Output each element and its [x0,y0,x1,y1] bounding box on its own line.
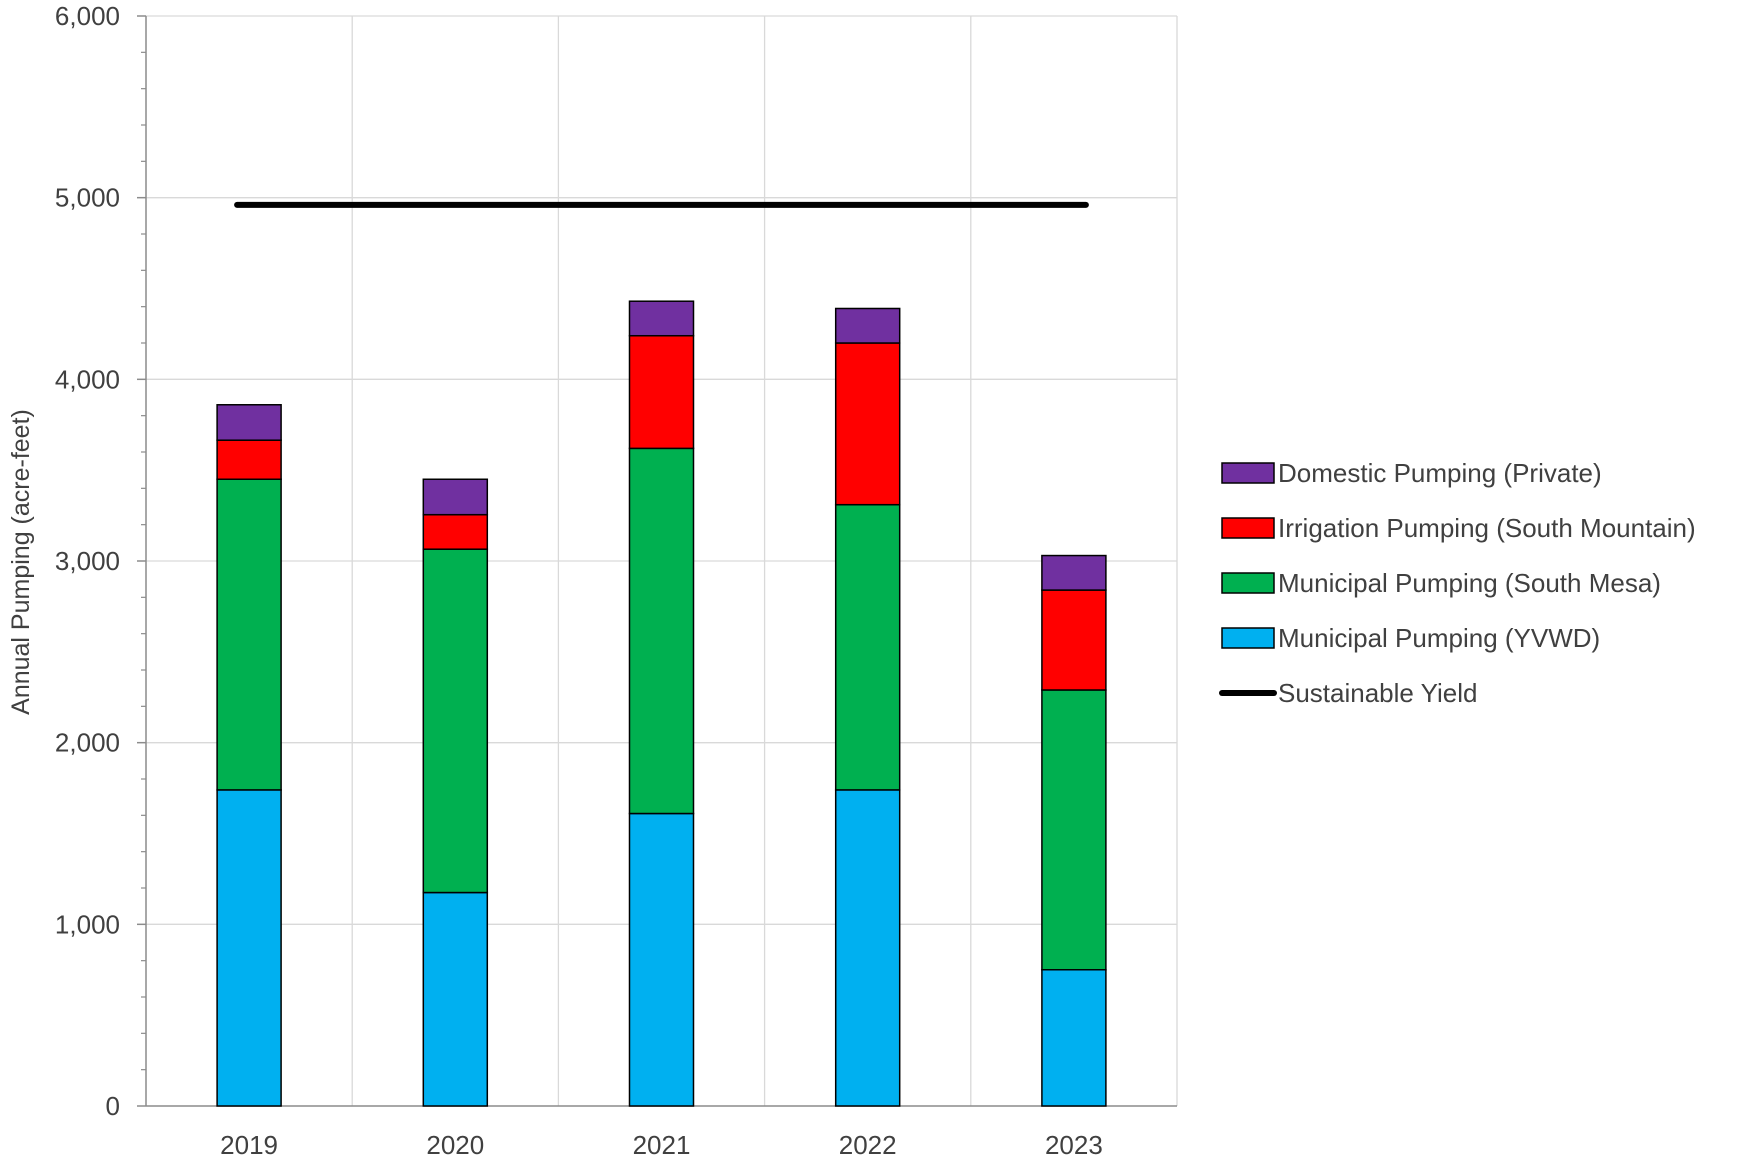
legend-swatch [1221,572,1275,594]
x-tick-label: 2020 [426,1130,484,1160]
bar-segment [1041,689,1107,971]
legend-swatch [1221,627,1275,649]
x-tick-label: 2021 [633,1130,691,1160]
y-tick-label: 4,000 [55,364,120,394]
y-tick-label: 5,000 [55,183,120,213]
legend-label: Domestic Pumping (Private) [1278,458,1602,488]
y-tick-label: 6,000 [55,1,120,31]
bar-segment [834,503,901,791]
legend-label: Municipal Pumping (YVWD) [1278,623,1600,653]
y-axis-title: Annual Pumping (acre-feet) [7,409,35,715]
y-tick-label: 0 [106,1091,120,1121]
bar-segment [628,334,695,450]
bar-segment [1041,554,1107,591]
x-tick-label: 2022 [839,1130,897,1160]
bars [216,300,1107,1107]
legend-swatch [1221,517,1275,539]
bar-segment [422,478,489,516]
legend-swatch [1221,462,1275,484]
bar-segment [422,513,489,550]
bar-segment [628,300,695,337]
y-tick-label: 1,000 [55,909,120,939]
bar-segment [216,439,282,481]
bar-segment [1041,589,1107,691]
x-tick-label: 2023 [1045,1130,1103,1160]
bar-segment [422,548,489,894]
legend-label: Irrigation Pumping (South Mountain) [1278,513,1696,543]
bar-segment [216,478,282,791]
bar-segment [628,812,695,1107]
legend: Domestic Pumping (Private) Irrigation Pum… [1219,458,1696,708]
bar-segment [628,447,695,815]
bar-segment [1041,969,1107,1107]
x-tick-label: 2019 [220,1130,278,1160]
y-tick-label: 3,000 [55,546,120,576]
gridlines [146,15,1178,1106]
bar-segment [422,891,489,1107]
y-tick-label: 2,000 [55,728,120,758]
legend-label: Sustainable Yield [1278,678,1477,708]
legend-label: Municipal Pumping (South Mesa) [1278,568,1661,598]
bar-segment [834,307,901,344]
bar-segment [834,342,901,506]
bar-segment [216,404,282,441]
bar-segment [216,789,282,1107]
bar-segment [834,789,901,1107]
